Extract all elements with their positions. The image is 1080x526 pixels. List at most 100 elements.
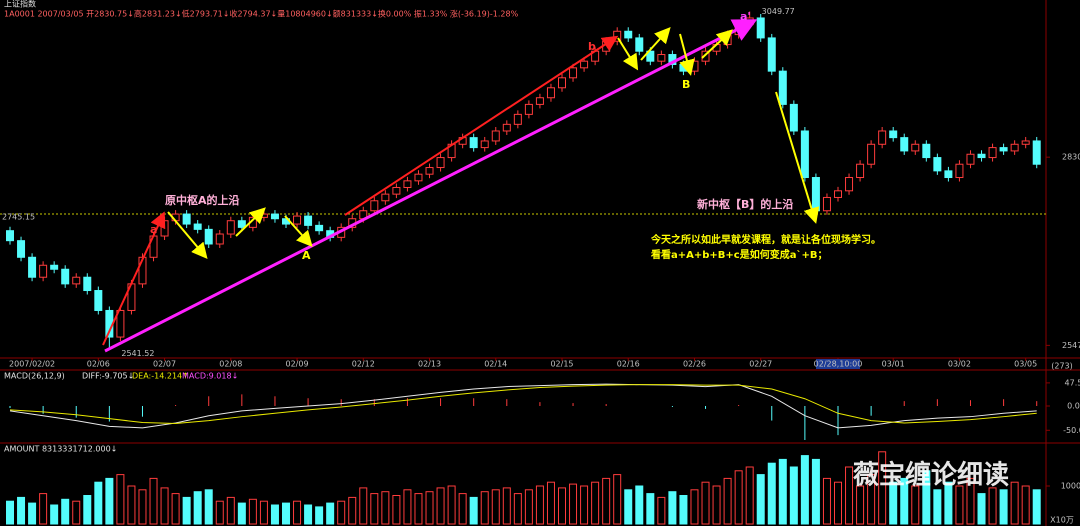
candle-body bbox=[259, 213, 268, 218]
candle-body bbox=[900, 137, 909, 152]
volume-bar bbox=[425, 491, 434, 525]
candle-body bbox=[944, 170, 953, 179]
volume-bar bbox=[160, 487, 169, 525]
candle-body bbox=[83, 276, 92, 292]
volume-bar bbox=[138, 489, 147, 525]
x-tick-label: 02/26 bbox=[683, 360, 706, 369]
candle-body bbox=[822, 196, 831, 212]
volume-bar bbox=[580, 485, 589, 525]
x-tick-label: 02/15 bbox=[550, 360, 573, 369]
volume-bar bbox=[447, 485, 456, 525]
candle-body bbox=[624, 30, 633, 39]
candle-body bbox=[657, 54, 666, 62]
volume-bar bbox=[558, 487, 566, 525]
volume-bar bbox=[933, 489, 942, 525]
candle-body bbox=[767, 37, 776, 72]
candle-body bbox=[889, 130, 898, 139]
volume-bar bbox=[127, 485, 136, 525]
annotation: 原中枢A的上沿 bbox=[165, 193, 240, 207]
candle-body bbox=[1021, 140, 1030, 145]
volume-bar bbox=[723, 477, 732, 525]
candle-body bbox=[955, 163, 964, 179]
candle-body bbox=[72, 276, 81, 285]
low-label: 2541.52 bbox=[121, 349, 154, 358]
candle-body bbox=[546, 87, 555, 99]
candle-body bbox=[646, 50, 655, 62]
volume-bar bbox=[944, 481, 953, 525]
volume-bar bbox=[922, 470, 931, 525]
volume-bar bbox=[315, 506, 324, 525]
volume-bar bbox=[502, 487, 511, 525]
volume-bar bbox=[61, 498, 70, 525]
candle-body bbox=[50, 264, 59, 270]
volume-bar bbox=[646, 493, 655, 525]
volume-bar bbox=[856, 485, 865, 525]
candle-body bbox=[304, 215, 313, 226]
volume-bar bbox=[845, 466, 854, 525]
volume-bar bbox=[834, 481, 842, 525]
volume-bar bbox=[734, 470, 743, 525]
volume-bar bbox=[370, 493, 379, 525]
volume-bar bbox=[72, 500, 81, 525]
candle-body bbox=[1032, 140, 1041, 165]
volume-bar bbox=[900, 477, 909, 525]
candle-body bbox=[293, 215, 302, 225]
candle-body bbox=[469, 137, 478, 149]
volume-bar bbox=[28, 502, 37, 525]
volume-bar bbox=[436, 487, 445, 525]
volume-bar bbox=[1010, 481, 1019, 525]
macd-line bbox=[9, 383, 1037, 429]
candle-body bbox=[182, 213, 191, 225]
candle-body bbox=[403, 180, 412, 188]
x-tick-label: 03/02 bbox=[948, 360, 971, 369]
wave-label: b bbox=[588, 40, 596, 53]
volume-bar bbox=[105, 477, 114, 525]
candle-body bbox=[381, 193, 390, 202]
volume-bar bbox=[569, 483, 578, 525]
x-tick-label: 02/12 bbox=[352, 360, 375, 369]
annotation: 新中枢【B】的上沿 bbox=[697, 197, 793, 211]
volume-bar bbox=[546, 481, 555, 525]
volume-bar bbox=[701, 481, 710, 525]
volume-bar bbox=[414, 493, 423, 525]
candle-body bbox=[1010, 143, 1019, 152]
y-tick-label: 2830.6 bbox=[1062, 153, 1080, 162]
volume-bar bbox=[690, 489, 699, 525]
volume-bar bbox=[215, 500, 224, 525]
volume-bar bbox=[94, 481, 103, 525]
x-tick-label: 02/16 bbox=[617, 360, 640, 369]
volume-bar bbox=[745, 466, 754, 525]
candle-body bbox=[811, 177, 820, 212]
candle-body bbox=[513, 113, 522, 125]
candle-body bbox=[999, 147, 1008, 152]
volume-bar bbox=[348, 496, 357, 525]
volume-bar bbox=[889, 481, 898, 525]
volume-bar bbox=[602, 477, 611, 525]
candle-body bbox=[270, 213, 279, 220]
wave-label: a' bbox=[740, 10, 751, 23]
candle-body bbox=[480, 140, 489, 149]
volume-bar bbox=[1032, 489, 1041, 525]
candle-body bbox=[911, 143, 920, 152]
volume-bar bbox=[867, 474, 876, 525]
candle-body bbox=[6, 230, 14, 242]
volume-bar bbox=[326, 502, 335, 525]
candle-body bbox=[977, 153, 986, 159]
header-quote: 1A0001 2007/03/05 开2830.75↓高2831.23↓低279… bbox=[4, 9, 519, 19]
candle-body bbox=[226, 220, 235, 235]
candle-body bbox=[922, 143, 931, 159]
candle-body bbox=[690, 60, 699, 72]
candle-body bbox=[867, 143, 876, 165]
volume-bar bbox=[822, 477, 831, 525]
candle-body bbox=[679, 64, 688, 72]
volume-title: AMOUNT 8313331712.000↓ bbox=[4, 445, 117, 454]
volume-bar bbox=[248, 498, 257, 525]
volume-bar bbox=[226, 496, 235, 525]
volume-bar bbox=[524, 489, 533, 525]
candle-body bbox=[17, 240, 26, 258]
candle-body bbox=[933, 157, 942, 172]
volume-bar bbox=[811, 458, 820, 525]
volume-bar bbox=[613, 474, 622, 525]
candle-body bbox=[425, 167, 434, 175]
wave-label: A bbox=[302, 249, 311, 262]
